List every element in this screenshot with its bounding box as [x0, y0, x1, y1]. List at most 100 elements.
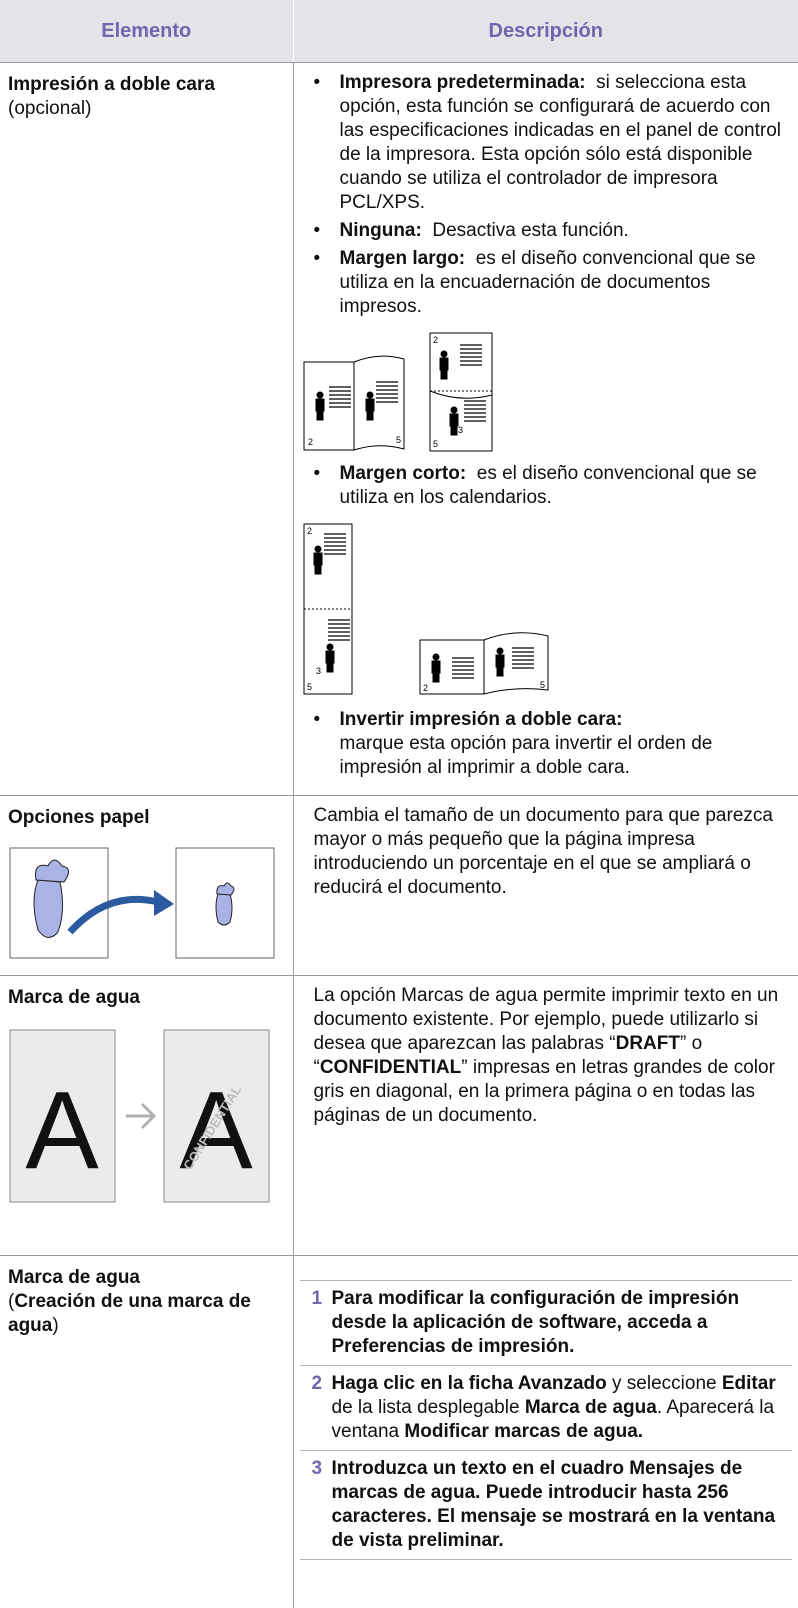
bullet-label: Ninguna: — [339, 220, 422, 241]
description-cell: 1 Para modificar la configuración de impr… — [293, 1256, 798, 1608]
page-letter: A — [25, 1069, 99, 1192]
element-cell: Marca de agua (Creación de una marca de … — [0, 1255, 294, 1608]
bullet-text: si selecciona esta opción, esta función … — [339, 72, 782, 213]
illustration-part — [313, 545, 322, 575]
text-run: ) — [52, 1315, 59, 1336]
page-number: 5 — [540, 680, 545, 690]
bullet: • Ninguna: Desactiva esta función. — [313, 220, 629, 241]
text-run: Cambia el tamaño de un documento para qu… — [313, 805, 773, 898]
page-number: 2 — [423, 683, 428, 693]
bullet-text: es el diseño convencional que se utiliza… — [339, 463, 757, 508]
step-number: 1 — [311, 1288, 323, 1309]
arrow — [126, 1102, 157, 1130]
text-run: Creación de una marca de agua — [8, 1291, 251, 1336]
step: 3 Introduzca un texto en el cuadro Mensaj… — [299, 1450, 792, 1560]
page-number: 3 — [458, 425, 463, 435]
description-cell: Cambia el tamaño de un documento para qu… — [293, 795, 798, 976]
text-run: DRAFT — [615, 1033, 680, 1054]
description-cell: La opción Marcas de agua permite imprimi… — [293, 975, 798, 1256]
watermark-figure: A A CONFIDENTIAL — [9, 1029, 270, 1203]
element-title: Marca de agua — [8, 987, 140, 1008]
text-run: de la lista desplegable — [331, 1397, 525, 1418]
bullet-text: es el diseño convencional que se utiliza… — [339, 248, 756, 317]
text-run: ( — [8, 1291, 15, 1312]
text-run: y seleccione — [606, 1373, 722, 1394]
page — [163, 1029, 270, 1203]
text-run: La opción Marcas de agua permite imprimi… — [313, 985, 779, 1054]
bullet-text: marque esta opción para invertir el orde… — [339, 733, 713, 778]
page-number: 2 — [308, 437, 313, 447]
bullet: • Impresora predeterminada: si selecciona… — [313, 72, 782, 213]
arrow-head — [154, 890, 174, 916]
short-edge-figure: 2 3 5 2 5 — [303, 523, 548, 695]
illustration-part — [303, 361, 354, 451]
long-edge-figure: 2 5 2 3 5 — [303, 332, 492, 452]
illustration-part: 2 5 — [303, 355, 404, 451]
step: 2 Haga clic en la ficha Avanzado y selecc… — [299, 1365, 792, 1450]
description-cell: • Impresora predeterminada: si selecciona… — [293, 62, 798, 796]
description: La opción Marcas de agua permite imprimi… — [314, 984, 793, 1128]
bullet-text: Desactiva esta función. — [432, 220, 629, 241]
description: Cambia el tamaño de un documento para qu… — [314, 804, 793, 900]
step-number: 3 — [311, 1458, 323, 1479]
header-cell: Descripción — [293, 0, 798, 63]
element-title: Marca de agua — [8, 1267, 140, 1288]
steps: 1 Para modificar la configuración de impr… — [299, 1280, 792, 1560]
page-number: 2 — [307, 526, 312, 536]
element-title: Impresión a doble cara — [8, 74, 215, 95]
arrow — [67, 895, 159, 935]
text-run: . Aparecerá la ventana — [331, 1397, 775, 1442]
illustration-part — [449, 406, 458, 436]
text-run: CONFIDENTIAL — [319, 1057, 462, 1078]
row: Marca de agua (Creación de una marca de … — [0, 1255, 798, 1608]
page-number: 2 — [433, 335, 438, 345]
page-number: 5 — [307, 682, 312, 692]
bullet: • Margen largo: es el diseño convencional… — [313, 248, 756, 317]
bullet-label: Margen largo: — [339, 248, 466, 269]
bullet: • Margen corto: es el diseño convencional… — [313, 463, 757, 508]
text-run: ” o “ — [313, 1033, 703, 1078]
text-run: Modificar marcas de agua. — [404, 1421, 644, 1442]
header-row: Elemento Descripción — [0, 0, 798, 63]
text-run: ” impresas en letras grandes de color gr… — [313, 1057, 775, 1126]
carrot — [33, 879, 64, 938]
header-cell: Elemento — [0, 0, 294, 63]
text-run: Editar — [721, 1373, 776, 1394]
page — [9, 1029, 116, 1203]
step: 1 Para modificar la configuración de impr… — [299, 1280, 792, 1365]
illustration-part — [353, 355, 404, 451]
text-run: Marca de agua — [524, 1397, 657, 1418]
bullet: • Invertir impresión a doble cara: marque … — [313, 709, 713, 778]
row: Impresión a doble cara (opcional) • Impre… — [0, 62, 798, 796]
row: Opciones papel Cambia el tamaño de un do… — [0, 795, 798, 976]
illustration-part: 2 3 5 — [429, 332, 492, 452]
page-number: 5 — [396, 435, 401, 445]
element-cell: Opciones papel — [0, 795, 294, 976]
element-cell: Marca de agua A A CONFIDENTIAL — [0, 975, 294, 1256]
illustration-part — [429, 390, 492, 399]
illustration-part — [365, 391, 374, 421]
page-letter: A — [179, 1069, 253, 1192]
bullet-label: Margen corto: — [339, 463, 467, 484]
step-number: 2 — [311, 1373, 323, 1394]
text-run: Para modificar la configuración de impre… — [331, 1288, 740, 1357]
bullet-label: Impresora predeterminada: — [339, 72, 586, 93]
element-cell: Impresión a doble cara (opcional) — [0, 62, 294, 796]
carrot-top — [35, 859, 69, 883]
element-note: (Creación de una marca de agua) — [8, 1290, 283, 1338]
text-run: Haga clic en la ficha Avanzado — [331, 1373, 607, 1394]
illustration-part — [495, 647, 504, 677]
page-number: 5 — [433, 439, 438, 449]
illustration-part — [431, 653, 440, 683]
paper-options-figure — [9, 847, 275, 959]
row: Marca de agua A A CONFIDENTIAL La opción… — [0, 975, 798, 1256]
illustration-part — [325, 643, 334, 673]
illustration-part — [439, 350, 448, 380]
text-run: Introduzca un texto en el cuadro Mensaje… — [331, 1458, 776, 1551]
illustration-part: 2 3 5 — [303, 523, 352, 695]
bullet-label: Invertir impresión a doble cara: — [339, 709, 623, 730]
element-title: Opciones papel — [8, 807, 150, 828]
